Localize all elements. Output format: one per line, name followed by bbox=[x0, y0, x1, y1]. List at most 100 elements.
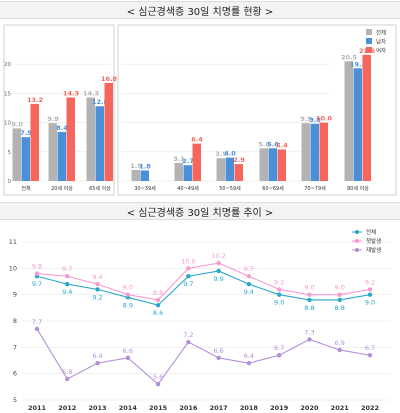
bar-total bbox=[48, 123, 57, 181]
point-label-first: 9.2 bbox=[365, 278, 375, 286]
bar-value-label: 14.3 bbox=[63, 89, 79, 97]
x-tick-label: 2015 bbox=[149, 404, 168, 412]
bar-value-label: 9.8 bbox=[309, 116, 321, 124]
bar-value-label: 7.5 bbox=[20, 129, 32, 137]
point-total bbox=[246, 281, 252, 287]
point-label-recur: 6.6 bbox=[123, 347, 133, 355]
bar-value-label: 10.0 bbox=[316, 115, 333, 123]
point-total bbox=[65, 281, 70, 287]
series-line-first bbox=[36, 262, 371, 301]
x-tick-label: 60~69세 bbox=[262, 185, 284, 192]
point-first bbox=[276, 287, 282, 292]
bar-male bbox=[268, 148, 277, 181]
bar-female bbox=[319, 122, 328, 181]
point-label-recur: 6.4 bbox=[244, 352, 254, 360]
legend-label: 전체 bbox=[366, 228, 376, 236]
x-tick-label: 65세 이상 bbox=[89, 185, 111, 192]
point-label-total: 8.9 bbox=[123, 301, 133, 309]
x-tick-label: 80세 이상 bbox=[347, 185, 369, 192]
line-chart-title: < 심근경색증 30일 치명률 추이 > bbox=[0, 202, 400, 220]
point-recur bbox=[216, 355, 221, 361]
y-tick-label: 9 bbox=[13, 291, 17, 299]
point-label-recur: 5.8 bbox=[62, 368, 72, 376]
legend-label: 전체 bbox=[376, 29, 386, 37]
bar-value-label: 9.9 bbox=[47, 115, 59, 123]
legend-label: 여자 bbox=[376, 47, 386, 55]
x-tick-label: 2019 bbox=[270, 404, 289, 412]
bar-male bbox=[353, 68, 362, 181]
bar-value-label: 12.8 bbox=[92, 98, 109, 106]
point-label-total: 9.4 bbox=[62, 288, 72, 296]
bar-value-label: 20.5 bbox=[341, 53, 358, 61]
bar-total bbox=[216, 158, 225, 181]
x-tick-label: 2012 bbox=[58, 404, 76, 412]
legend-label: 첫발생 bbox=[366, 237, 381, 245]
bar-female bbox=[30, 103, 39, 181]
bar-value-label: 2.9 bbox=[233, 156, 245, 164]
point-recur bbox=[34, 326, 40, 332]
point-label-total: 9.0 bbox=[365, 299, 375, 307]
point-total bbox=[216, 268, 221, 274]
point-label-first: 9.2 bbox=[274, 278, 284, 286]
point-label-recur: 6.7 bbox=[274, 344, 284, 352]
point-total bbox=[337, 297, 342, 303]
point-label-first: 9.7 bbox=[244, 265, 254, 273]
point-total bbox=[155, 303, 161, 308]
bar-value-label: 16.8 bbox=[101, 75, 118, 83]
bar-value-label: 2.7 bbox=[182, 157, 194, 165]
y-tick-label: 6 bbox=[13, 370, 17, 378]
x-tick-label: 30~39세 bbox=[134, 185, 156, 192]
bar-female bbox=[234, 164, 243, 181]
bar-value-label: 13.2 bbox=[27, 96, 43, 104]
x-tick-label: 20세 이상 bbox=[51, 185, 73, 192]
bar-total bbox=[12, 128, 21, 181]
x-tick-label: 70~79세 bbox=[304, 185, 326, 192]
point-recur bbox=[65, 376, 70, 382]
point-label-recur: 6.6 bbox=[213, 347, 223, 355]
x-tick-label: 2020 bbox=[300, 404, 319, 412]
legend-marker bbox=[355, 230, 359, 234]
bar-female bbox=[277, 149, 286, 181]
legend-swatch bbox=[366, 38, 372, 44]
x-tick-label: 전체 bbox=[21, 185, 31, 192]
bar-value-label: 5.4 bbox=[276, 141, 288, 149]
bar-value-label: 3.9 bbox=[215, 150, 227, 158]
point-label-recur: 7.7 bbox=[32, 318, 42, 326]
y-tick-label: 20 bbox=[4, 62, 11, 68]
point-label-first: 9.0 bbox=[123, 284, 133, 292]
point-first bbox=[337, 292, 342, 297]
point-total bbox=[307, 297, 312, 303]
point-label-total: 8.8 bbox=[304, 304, 314, 312]
bar-value-label: 9.0 bbox=[11, 120, 23, 128]
y-tick-label: 15 bbox=[4, 91, 11, 97]
bar-chart-title: < 심근경색증 30일 치명률 현황 > bbox=[0, 1, 400, 19]
bar-value-label: 14.3 bbox=[83, 89, 99, 97]
legend-marker bbox=[355, 239, 359, 243]
bar-male bbox=[95, 106, 104, 181]
bar-value-label: 3.1 bbox=[173, 155, 185, 163]
point-label-recur: 6.9 bbox=[335, 339, 345, 347]
point-label-first: 9.7 bbox=[62, 265, 72, 273]
point-first bbox=[155, 297, 161, 303]
bar-panel-right bbox=[117, 24, 397, 196]
point-label-first: 10.2 bbox=[211, 252, 225, 260]
x-tick-label: 2013 bbox=[88, 404, 106, 412]
point-label-total: 9.0 bbox=[274, 299, 284, 307]
point-label-total: 8.6 bbox=[153, 309, 163, 317]
point-label-first: 10.0 bbox=[181, 257, 195, 265]
y-tick-label: 0 bbox=[8, 179, 12, 185]
point-first bbox=[186, 266, 191, 271]
point-label-first: 9.8 bbox=[32, 263, 42, 271]
x-tick-label: 40~49세 bbox=[177, 185, 199, 192]
bar-male bbox=[21, 137, 30, 181]
bar-value-label: 6.4 bbox=[191, 136, 203, 144]
bar-female bbox=[362, 54, 371, 181]
point-recur bbox=[125, 355, 131, 361]
y-tick-label: 5 bbox=[8, 150, 12, 156]
point-recur bbox=[367, 353, 373, 358]
x-tick-label: 2017 bbox=[210, 404, 228, 412]
point-label-first: 8.8 bbox=[153, 289, 163, 297]
bar-male bbox=[140, 170, 149, 181]
point-label-total: 9.4 bbox=[244, 288, 254, 296]
